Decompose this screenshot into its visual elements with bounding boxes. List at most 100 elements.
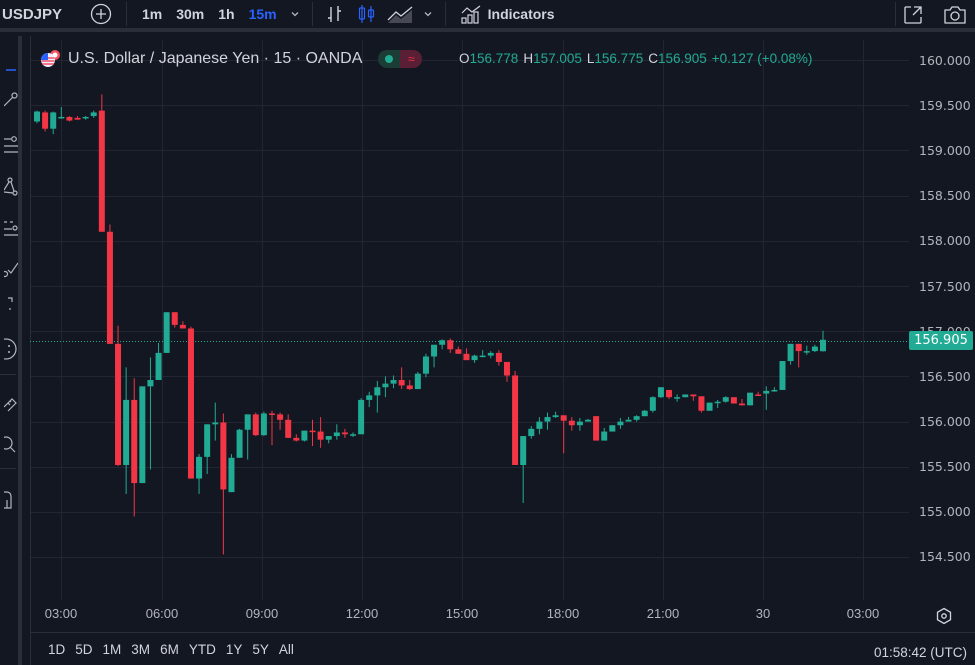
candle-body bbox=[163, 312, 170, 353]
candle-body bbox=[536, 421, 543, 429]
range-5y[interactable]: 5Y bbox=[252, 641, 269, 657]
time-axis[interactable]: 03:00 06:00 09:00 12:00 15:00 18:00 21:0… bbox=[0, 606, 975, 624]
drawing-toolbar bbox=[0, 36, 22, 665]
close-value: 156.905 bbox=[657, 51, 707, 66]
chart-type-dropdown[interactable] bbox=[423, 9, 433, 19]
candle-body bbox=[520, 436, 527, 465]
candle-body bbox=[406, 385, 413, 390]
utc-clock[interactable]: 01:58:42 (UTC) bbox=[873, 645, 967, 660]
trend-line-icon bbox=[4, 92, 18, 107]
candle-body bbox=[212, 422, 219, 425]
candle-body bbox=[66, 116, 73, 121]
brush-tool[interactable] bbox=[0, 256, 18, 278]
range-all[interactable]: All bbox=[278, 641, 294, 657]
text-tool[interactable] bbox=[0, 294, 18, 316]
candle-body bbox=[431, 344, 438, 357]
candle-body bbox=[123, 399, 130, 465]
range-6m[interactable]: 6M bbox=[160, 641, 179, 657]
time-label: 06:00 bbox=[145, 606, 179, 621]
time-label: 03:00 bbox=[846, 606, 880, 621]
candle-body bbox=[115, 343, 122, 465]
candle-body bbox=[455, 349, 462, 354]
fib-retracement-tool[interactable] bbox=[0, 134, 18, 156]
prediction-icon bbox=[4, 221, 18, 236]
low-value: 156.775 bbox=[594, 51, 644, 66]
chart-grid bbox=[30, 36, 909, 665]
divider bbox=[0, 468, 16, 469]
interval-30m[interactable]: 30m bbox=[176, 6, 205, 22]
range-3m[interactable]: 3M bbox=[131, 641, 151, 657]
approx-icon: ≈ bbox=[400, 50, 423, 68]
candle-body bbox=[90, 112, 97, 117]
candle-body bbox=[50, 112, 57, 129]
candle-body bbox=[414, 373, 421, 390]
candle-body bbox=[471, 355, 478, 361]
range-ytd[interactable]: YTD bbox=[188, 641, 216, 657]
emoji-tool[interactable] bbox=[0, 338, 18, 360]
bar-chart-type-button[interactable] bbox=[325, 4, 345, 24]
range-1y[interactable]: 1Y bbox=[225, 641, 243, 657]
pattern-tool[interactable] bbox=[0, 176, 18, 198]
area-chart-type-button[interactable] bbox=[387, 4, 415, 24]
snapshot-button[interactable] bbox=[942, 4, 968, 26]
add-symbol-icon bbox=[90, 3, 112, 25]
price-label: 157.500 bbox=[919, 279, 971, 294]
candle-body bbox=[131, 399, 138, 484]
time-label: 30 bbox=[755, 606, 771, 621]
last-price-tag: 156.905 bbox=[909, 331, 973, 350]
crosshair-tool[interactable] bbox=[0, 54, 18, 76]
divider bbox=[0, 374, 16, 375]
zoom-tool[interactable] bbox=[0, 434, 18, 456]
time-label: 09:00 bbox=[245, 606, 279, 621]
price-label: 155.000 bbox=[919, 504, 971, 519]
magnet-tool[interactable] bbox=[0, 488, 18, 510]
chart-settings-button[interactable] bbox=[935, 607, 953, 629]
candle-body bbox=[666, 389, 673, 398]
range-1d[interactable]: 1D bbox=[48, 641, 66, 657]
prediction-tool[interactable] bbox=[0, 216, 18, 238]
range-5d[interactable]: 5D bbox=[75, 641, 93, 657]
fullscreen-button[interactable] bbox=[902, 4, 924, 26]
interval-1m[interactable]: 1m bbox=[142, 6, 163, 22]
candle-body bbox=[422, 356, 429, 374]
interval-dropdown[interactable] bbox=[290, 9, 300, 19]
candle-body bbox=[358, 399, 365, 435]
candle-body bbox=[439, 340, 446, 345]
measure-tool[interactable] bbox=[0, 390, 18, 412]
candle-body bbox=[268, 413, 275, 415]
add-symbol-button[interactable] bbox=[90, 3, 112, 25]
candle-body bbox=[795, 343, 802, 352]
magnet-lock-icon bbox=[4, 491, 12, 509]
candle-body bbox=[171, 312, 178, 325]
price-label: 156.000 bbox=[919, 414, 971, 429]
range-1m[interactable]: 1M bbox=[102, 641, 122, 657]
trend-line-tool[interactable] bbox=[0, 88, 18, 110]
candle-body bbox=[779, 361, 786, 390]
interval-1h[interactable]: 1h bbox=[218, 6, 235, 22]
indicators-icon bbox=[461, 5, 481, 24]
us-flag-icon bbox=[41, 50, 60, 67]
zoom-icon bbox=[4, 436, 16, 453]
candles-chart-type-button[interactable] bbox=[357, 4, 377, 24]
candle-body bbox=[98, 110, 105, 232]
symbol-search-button[interactable]: USDJPY bbox=[2, 5, 63, 23]
candle-body bbox=[74, 117, 81, 120]
symbol-title[interactable]: U.S. Dollar / Japanese Yen · 15 · OANDA bbox=[68, 50, 363, 67]
candle-body bbox=[568, 420, 575, 426]
candle-body bbox=[228, 457, 235, 493]
price-label: 158.500 bbox=[919, 188, 971, 203]
market-status-toggle[interactable]: ≈ bbox=[378, 50, 423, 68]
candle-body bbox=[657, 387, 664, 398]
interval-15m[interactable]: 15m bbox=[248, 6, 277, 22]
indicators-button[interactable]: Indicators bbox=[460, 3, 555, 25]
candle-body bbox=[341, 432, 348, 435]
candle-body bbox=[106, 231, 113, 344]
candle-body bbox=[560, 415, 567, 421]
price-label: 154.500 bbox=[919, 549, 971, 564]
divider bbox=[444, 2, 446, 26]
candlestick-series bbox=[34, 94, 826, 555]
candle-body bbox=[706, 402, 713, 411]
candle-body bbox=[601, 431, 608, 441]
price-label: 159.000 bbox=[919, 143, 971, 158]
